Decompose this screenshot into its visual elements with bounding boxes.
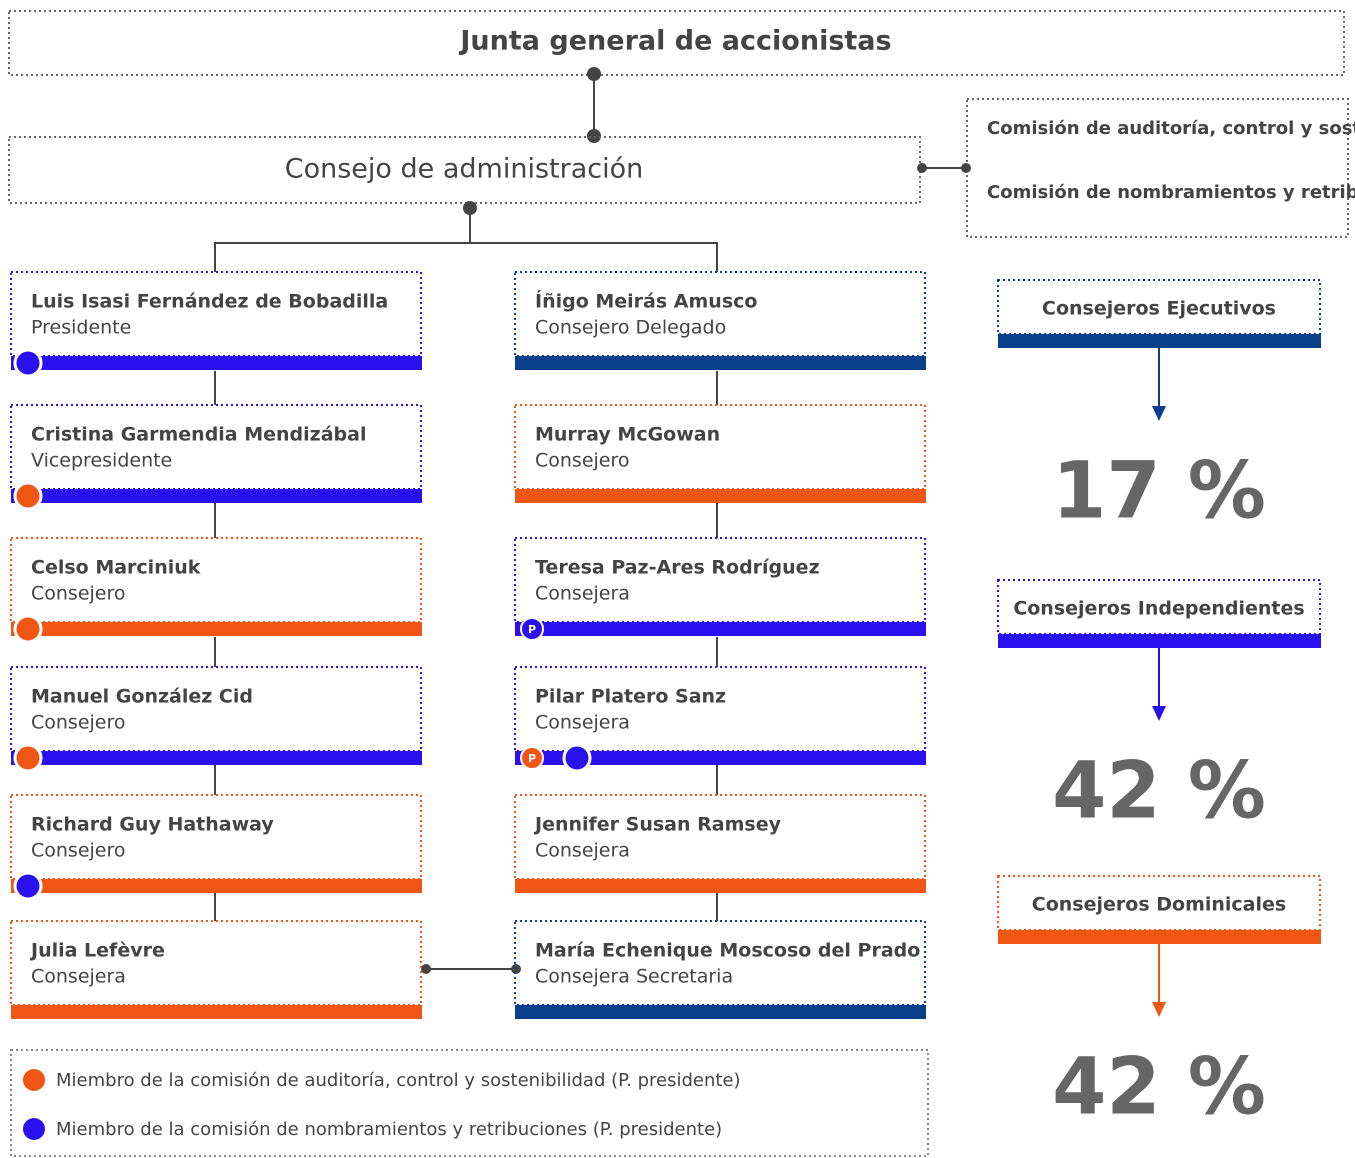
member-box — [10, 666, 422, 752]
category-label: Consejeros Ejecutivos — [1042, 298, 1276, 320]
arrow-head — [1152, 706, 1166, 721]
member-name: Pilar Platero Sanz — [535, 686, 726, 708]
member-bar — [11, 622, 422, 636]
member-role: Vicepresidente — [31, 450, 172, 472]
member-role: Consejera — [535, 583, 630, 605]
member-box — [10, 794, 422, 880]
member-name: Julia Lefèvre — [29, 940, 165, 962]
header-box — [8, 10, 1345, 76]
member-role: Consejero — [31, 583, 126, 605]
category-value: 17 % — [1052, 446, 1266, 536]
member-name: Íñigo Meirás Amusco — [535, 290, 757, 313]
member-name: Celso Marciniuk — [31, 557, 201, 579]
board-title: Consejo de administración — [285, 154, 643, 185]
member-role: Consejero — [535, 450, 630, 472]
member-box — [514, 666, 926, 752]
member-bar — [11, 489, 422, 503]
committee: Comisión de nombramientos y retribucione… — [987, 182, 1355, 203]
legend-label: Miembro de la comisión de auditoría, con… — [56, 1070, 741, 1091]
member-box — [10, 404, 422, 490]
member-role: Consejero — [31, 840, 126, 862]
category-label: Consejeros Dominicales — [1032, 894, 1286, 916]
chair-label: P — [528, 752, 536, 765]
member-bar — [11, 1005, 422, 1019]
member-bar — [11, 879, 422, 893]
committee-marker — [13, 614, 43, 644]
header-title: Junta general de accionistas — [458, 26, 891, 57]
member-name: Cristina Garmendia Mendizábal — [31, 424, 367, 446]
member-name: María Echenique Moscoso del Prado — [535, 940, 920, 962]
member-name: Luis Isasi Fernández de Bobadilla — [31, 291, 388, 313]
connector — [214, 371, 718, 921]
board-box — [8, 136, 921, 204]
committee-marker — [13, 348, 43, 378]
category-bar — [998, 634, 1321, 648]
member-name: Teresa Paz-Ares Rodríguez — [535, 557, 820, 579]
category-bar — [998, 334, 1321, 348]
connector-dot — [917, 163, 927, 173]
member-bar — [11, 751, 422, 765]
category-bar — [998, 930, 1321, 944]
member-bar — [515, 622, 926, 636]
chair-label: P — [528, 623, 536, 636]
legend-marker — [23, 1069, 45, 1091]
legend-marker — [23, 1118, 45, 1140]
arrow-head — [1152, 1002, 1166, 1017]
member-bar — [515, 356, 926, 370]
member-role: Consejera Secretaria — [535, 966, 733, 988]
chair-badge — [520, 617, 544, 641]
member-box — [514, 920, 926, 1006]
member-role: Consejera — [535, 712, 630, 734]
member-box — [514, 794, 926, 880]
committee-marker — [13, 871, 43, 901]
member-box — [514, 271, 926, 357]
legend-label: Miembro de la comisión de nombramientos … — [56, 1119, 722, 1140]
member-box — [514, 537, 926, 623]
connector-dot — [961, 163, 971, 173]
member-role: Consejera — [535, 840, 630, 862]
member-box — [10, 271, 422, 357]
member-bar — [515, 879, 926, 893]
legend-box — [10, 1049, 929, 1157]
member-role: Consejero — [31, 712, 126, 734]
member-name: Murray McGowan — [535, 424, 720, 446]
member-role: Presidente — [31, 317, 131, 339]
committee-box — [966, 98, 1349, 238]
member-bar — [11, 356, 422, 370]
connector-dot — [463, 201, 477, 215]
category-value: 42 % — [1052, 746, 1266, 836]
committee-marker — [13, 481, 43, 511]
member-bar — [515, 489, 926, 503]
committee: Comisión de auditoría, control y sosteni… — [987, 118, 1355, 139]
member-bar — [515, 751, 926, 765]
category-value: 42 % — [1052, 1042, 1266, 1132]
member-name: Jennifer Susan Ramsey — [533, 814, 782, 836]
member-role: Consejero Delegado — [535, 317, 726, 339]
connector — [214, 208, 718, 272]
connector-dot — [421, 964, 431, 974]
committee-marker — [562, 743, 592, 773]
member-name: Richard Guy Hathaway — [31, 814, 274, 836]
connector-dot — [587, 67, 601, 81]
arrow-head — [1152, 406, 1166, 421]
category-label: Consejeros Independientes — [1013, 598, 1304, 620]
member-box — [10, 537, 422, 623]
member-box — [514, 404, 926, 490]
committee-marker — [13, 743, 43, 773]
chair-badge — [520, 746, 544, 770]
member-box — [10, 920, 422, 1006]
member-name: Manuel González Cid — [31, 686, 253, 708]
member-role: Consejera — [31, 966, 126, 988]
member-bar — [515, 1005, 926, 1019]
committee-text: Comisión de auditoría, control y sosteni… — [987, 118, 1355, 139]
committee-text: Comisión de nombramientos y retribucione… — [987, 182, 1355, 203]
